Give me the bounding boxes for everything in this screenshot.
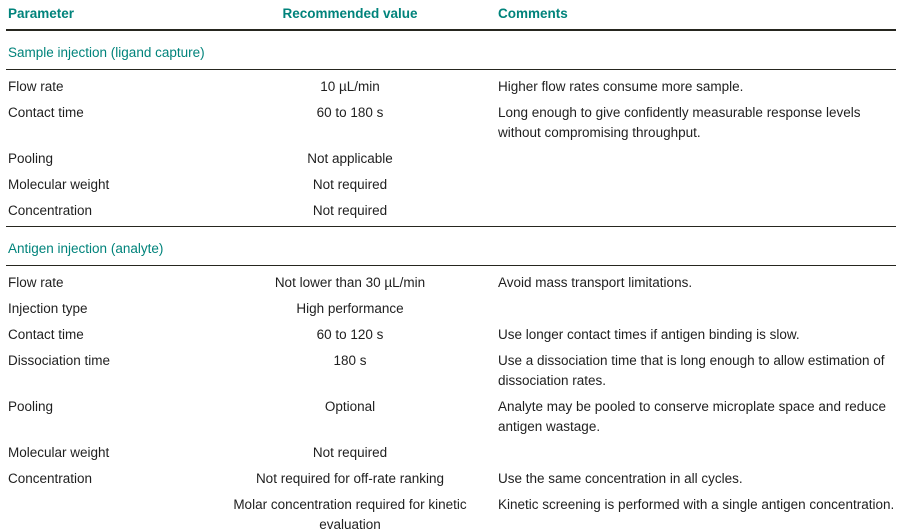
table-row: Molecular weight Not required [6,440,896,466]
comment-cell: Use a dissociation time that is long eno… [498,353,885,388]
value-cell: 180 s [333,353,367,368]
table-section: Sample injection (ligand capture) Flow ra… [6,40,896,227]
parameter-cell: Molecular weight [8,445,110,460]
table-row: Pooling Optional Analyte may be pooled to … [6,394,896,440]
comment-cell [498,299,896,319]
value-cell: 60 to 120 s [316,327,384,342]
value-cell: Molar concentration required for kinetic… [233,497,467,530]
value-cell: Not required [312,445,388,460]
comment-cell [498,175,896,195]
value-cell: Not lower than 30 µL/min [274,275,426,290]
parameter-cell: Molecular weight [8,177,110,192]
table-row: Contact time 60 to 120 s Use longer contac… [6,322,896,348]
comment-cell: Analyte may be pooled to conserve microp… [498,399,886,434]
parameter-cell: Concentration [8,471,93,486]
parameter-cell: Concentration [8,203,93,218]
section-title: Antigen injection (analyte) [6,236,896,266]
parameter-cell: Flow rate [8,79,64,94]
value-cell: Optional [324,399,376,414]
value-cell: 10 µL/min [320,79,380,94]
table-row: Molecular weight Not required [6,172,896,198]
comment-cell: Use the same concentration in all cycles… [498,471,743,486]
comment-cell [498,149,896,169]
value-cell: 60 to 180 s [316,105,384,120]
table-row: Flow rate 10 µL/min Higher flow rates cons… [6,74,896,100]
parameter-cell [6,495,230,530]
value-cell: Not applicable [307,151,393,166]
parameter-cell: Pooling [8,399,54,414]
comment-cell: Avoid mass transport limitations. [498,275,693,290]
value-cell: Not required [312,203,388,218]
comment-cell: Kinetic screening is performed with a si… [498,497,895,512]
value-cell: Not required [312,177,388,192]
comment-cell [498,201,896,221]
table-row: Flow rate Not lower than 30 µL/min Avoid m… [6,270,896,296]
parameter-cell: Injection type [8,301,88,316]
parameter-cell: Contact time [8,105,84,120]
table-row: Molar concentration required for kinetic… [6,492,896,530]
parameter-cell: Pooling [8,151,54,166]
section-title: Sample injection (ligand capture) [6,40,896,70]
comment-cell [498,443,896,463]
section-body: Flow rate Not lower than 30 µL/min Avoid m… [6,266,896,530]
parameter-cell: Contact time [8,327,84,342]
comment-cell: Higher flow rates consume more sample. [498,79,744,94]
table-row: Concentration Not required for off-rate r… [6,466,896,492]
table-section: Antigen injection (analyte) Flow rate Not … [6,236,896,530]
table-header-row: Parameter Recommended value Comments [6,0,896,31]
value-cell: High performance [296,301,404,316]
table-row: Injection type High performance [6,296,896,322]
comment-cell: Long enough to give confidently measurab… [498,105,861,140]
column-header-parameter: Parameter [8,6,75,21]
table-sections: Sample injection (ligand capture) Flow ra… [6,40,896,530]
column-header-recommended-value: Recommended value [282,6,418,21]
table-row: Dissociation time 180 s Use a dissociation… [6,348,896,394]
column-header-comments: Comments [498,6,568,21]
value-cell: Not required for off-rate ranking [255,471,445,486]
table-row: Concentration Not required [6,198,896,224]
table-row: Contact time 60 to 180 s Long enough to gi… [6,100,896,146]
table-row: Pooling Not applicable [6,146,896,172]
section-body: Flow rate 10 µL/min Higher flow rates cons… [6,70,896,227]
comment-cell: Use longer contact times if antigen bind… [498,327,800,342]
parameter-cell: Flow rate [8,275,64,290]
parameter-cell: Dissociation time [8,353,111,368]
